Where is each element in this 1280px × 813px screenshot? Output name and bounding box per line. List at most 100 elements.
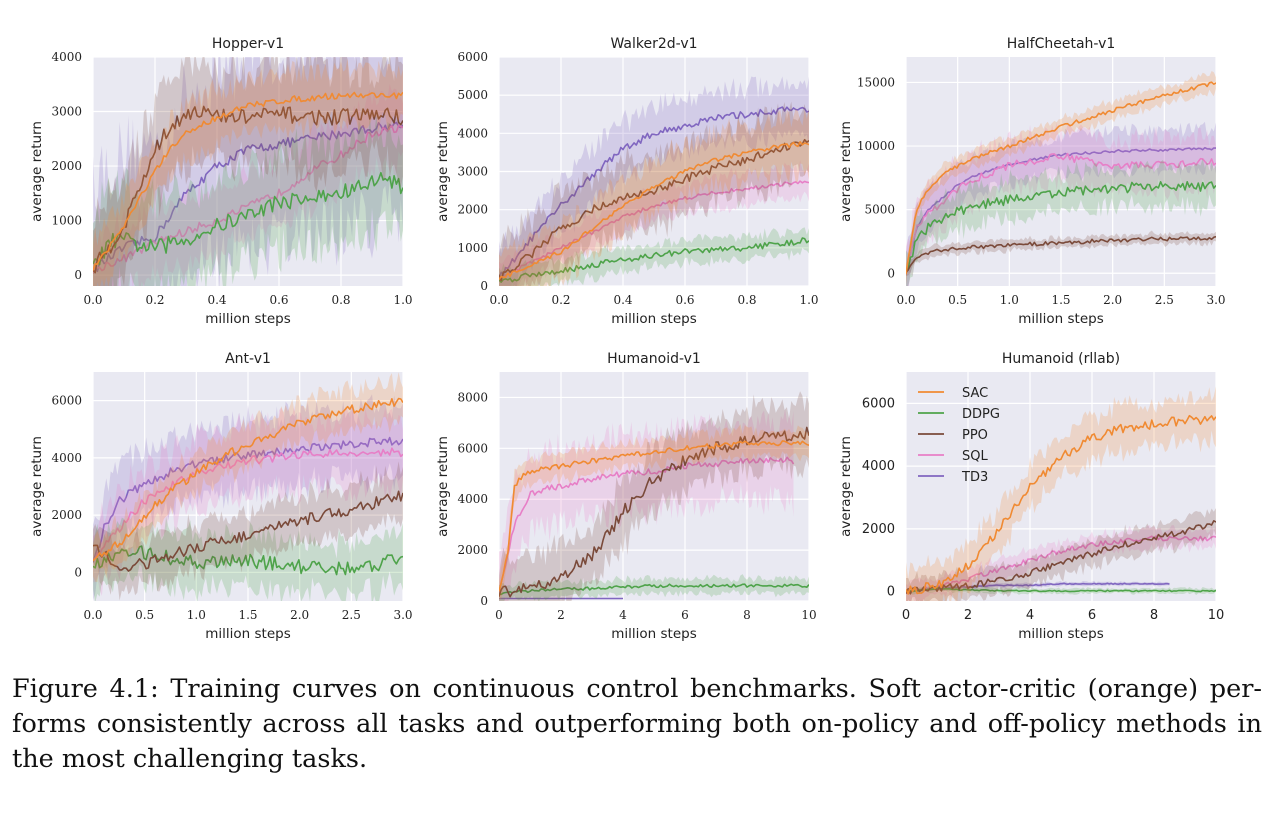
x-tick-label: 0.2: [551, 293, 570, 307]
y-tick-label: 4000: [457, 492, 488, 506]
legend-label-sac: SAC: [962, 386, 988, 401]
legend: SAC DDPG PPO SQL TD3: [918, 386, 1000, 485]
band-sql: [906, 122, 1216, 286]
x-tick-label: 1.5: [1051, 293, 1070, 307]
y-axis-label: average return: [29, 121, 45, 222]
y-tick-label: 6000: [862, 396, 895, 411]
band-ddpg: [906, 584, 1216, 595]
x-axis-label: million steps: [1018, 311, 1104, 327]
x-tick-label: 0.0: [83, 608, 102, 622]
band-sac: [93, 58, 403, 286]
chart-panel-3: 0.0 0.5 1.0 1.5 2.0 2.5 3.0 0 5000 10000 15000 mill…: [838, 36, 1226, 327]
series-line-sac: [499, 440, 809, 592]
series-group: [93, 372, 403, 601]
chart-panel-2: 0.0 0.2 0.4 0.6 0.8 1.0 0 1000 2000 3000 4000 5000 6…: [435, 36, 819, 327]
band-ddpg: [499, 574, 809, 601]
x-tick-label: 0: [495, 608, 503, 622]
series-line-ppo: [93, 490, 403, 572]
y-tick-label: 0: [74, 268, 82, 282]
x-tick-label: 0.0: [489, 293, 508, 307]
band-ppo: [906, 508, 1216, 601]
y-axis-label: average return: [435, 436, 451, 537]
x-tick-label: 0.6: [675, 293, 694, 307]
chart-title: Humanoid (rllab): [1002, 351, 1120, 367]
x-tick-label: 1.0: [187, 608, 206, 622]
series-group: [93, 57, 403, 286]
series-line-ppo: [906, 235, 1216, 273]
x-tick-label: 10: [1208, 608, 1225, 623]
x-tick-label: 2.0: [1103, 293, 1122, 307]
x-tick-label: 1.0: [1000, 293, 1019, 307]
series-line-sql: [906, 152, 1216, 275]
band-ppo: [499, 391, 809, 601]
band-sql: [499, 408, 794, 601]
y-tick-label: 2000: [457, 543, 488, 557]
x-tick-label: 2: [557, 608, 565, 622]
x-tick-label: 0.8: [737, 293, 756, 307]
legend-label-ddpg: DDPG: [962, 407, 1000, 422]
y-tick-label: 4000: [51, 50, 82, 64]
x-tick-label: 8: [1150, 608, 1158, 623]
x-tick-label: 0.6: [269, 293, 288, 307]
series-line-sac: [906, 81, 1216, 275]
band-ppo: [906, 230, 1216, 276]
x-axis-label: million steps: [611, 311, 697, 327]
chart-panel-5: 0 2 4 6 8 10 0 2000 4000 6000 8000 million steps ave…: [435, 351, 817, 642]
band-ppo: [93, 57, 403, 286]
band-sac: [906, 71, 1216, 285]
y-axis-label: average return: [435, 121, 451, 222]
band-td3: [93, 57, 403, 286]
x-tick-label: 6: [1088, 608, 1096, 623]
chart-panel-6: 0 2 4 6 8 10 0 2000 4000 6000 million steps average…: [838, 351, 1224, 642]
series-line-ppo: [93, 105, 403, 274]
y-tick-label: 8000: [457, 390, 488, 404]
figure-caption: Figure 4.1: Training curves on continuou…: [12, 674, 1262, 774]
x-tick-label: 0.5: [135, 608, 154, 622]
legend-label-sql: SQL: [962, 449, 988, 464]
band-td3: [499, 76, 809, 286]
x-tick-label: 2.0: [290, 608, 309, 622]
y-tick-label: 1000: [457, 241, 488, 255]
x-tick-label: 0.2: [145, 293, 164, 307]
y-tick-label: 5000: [864, 203, 895, 217]
y-tick-label: 4000: [862, 459, 895, 474]
y-tick-label: 6000: [457, 441, 488, 455]
series-line-ppo: [499, 426, 809, 598]
legend-label-td3: TD3: [961, 470, 988, 485]
y-tick-label: 10000: [857, 139, 895, 153]
chart-title: Hopper-v1: [212, 36, 284, 52]
chart-panel-1: 0.0 0.2 0.4 0.6 0.8 1.0 0 1000 2000 3000 4000 milli…: [29, 36, 413, 327]
band-sac: [906, 386, 1216, 601]
x-axis-label: million steps: [611, 626, 697, 642]
series-group: [499, 76, 809, 286]
series-line-sac: [93, 91, 403, 271]
y-axis-label: average return: [838, 436, 854, 537]
series-line-sac: [93, 397, 403, 562]
band-ppo: [93, 461, 403, 601]
series-group: [906, 71, 1216, 286]
x-axis-label: million steps: [1018, 626, 1104, 642]
y-tick-label: 1000: [51, 214, 82, 228]
y-axis-label: average return: [838, 121, 854, 222]
band-td3: [906, 121, 1216, 286]
series-group: [906, 386, 1216, 601]
band-ddpg: [906, 158, 1216, 286]
band-sql: [499, 160, 809, 286]
series-line-sql: [906, 535, 1216, 595]
y-tick-label: 3000: [457, 165, 488, 179]
chart-title: Walker2d-v1: [610, 36, 697, 52]
x-tick-label: 0.5: [948, 293, 967, 307]
series-line-ddpg: [499, 583, 809, 596]
series-line-sql: [93, 447, 403, 560]
series-line-ddpg: [499, 237, 809, 283]
x-axis-label: million steps: [205, 311, 291, 327]
y-tick-label: 15000: [857, 75, 895, 89]
y-tick-label: 2000: [51, 159, 82, 173]
y-tick-label: 6000: [457, 50, 488, 64]
x-tick-label: 0.4: [207, 293, 226, 307]
chart-title: Humanoid-v1: [607, 351, 701, 367]
series-line-ddpg: [93, 545, 403, 576]
series-line-sql: [499, 180, 809, 279]
y-tick-label: 0: [887, 585, 895, 600]
x-tick-label: 3.0: [1206, 293, 1225, 307]
